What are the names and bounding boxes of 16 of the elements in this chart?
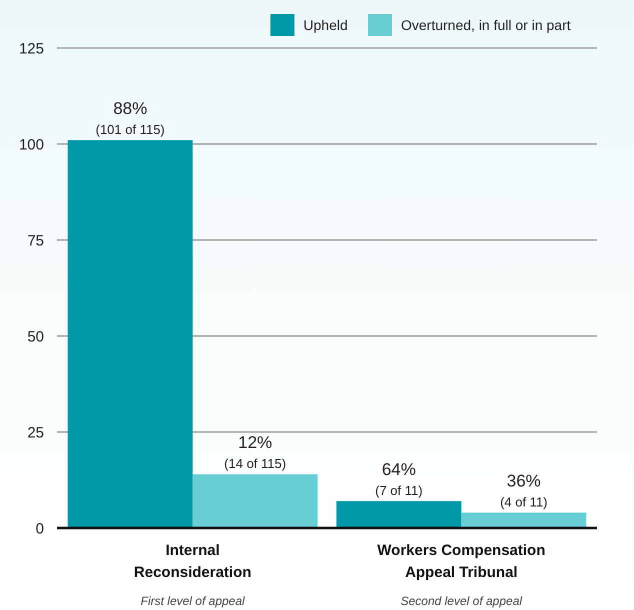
data-label: 88% (101 of 115): [96, 99, 165, 138]
y-tick-label: 75: [27, 232, 44, 250]
y-tick-label: 0: [36, 520, 44, 538]
data-label: 36% (4 of 11): [500, 472, 548, 510]
data-label: 12% (14 of 115): [224, 433, 286, 472]
legend-label: Upheld: [303, 16, 348, 33]
text: Second level of appeal: [400, 594, 522, 608]
data-label: 64% (7 of 11): [375, 460, 423, 498]
text: First level of appeal: [140, 594, 246, 608]
x-tick-label: Internal Reconsideration: [134, 542, 252, 581]
y-tick-label: 50: [27, 328, 44, 346]
y-tick-label: 100: [18, 136, 44, 154]
legend-label: Overturned, in full or in part: [401, 16, 571, 33]
y-tick-label: 25: [27, 424, 44, 442]
x-tick-label: Workers Compensation Appeal Tribunal: [377, 542, 546, 581]
y-tick-label: 125: [18, 40, 44, 58]
